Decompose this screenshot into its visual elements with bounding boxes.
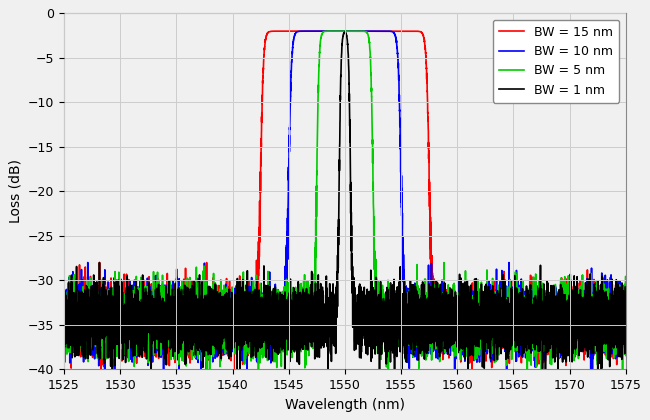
BW = 1 nm: [60, 328, 68, 333]
Line: BW = 1 nm: BW = 1 nm: [64, 32, 626, 369]
Legend: BW = 15 nm, BW = 10 nm, BW = 5 nm, BW = 1 nm: BW = 15 nm, BW = 10 nm, BW = 5 nm, BW = …: [493, 20, 619, 103]
BW = 5 nm: [206, 367, 214, 372]
BW = 10 nm: [506, 306, 514, 311]
BW = 5 nm: [506, 318, 514, 323]
BW = 1 nm: [506, 321, 514, 326]
BW = 10 nm: [60, 347, 68, 352]
BW = 10 nm: [622, 307, 630, 312]
BW = 1 nm: [393, 310, 400, 315]
BW = 10 nm: [393, 38, 400, 43]
BW = 15 nm: [417, 29, 425, 34]
BW = 15 nm: [476, 318, 484, 323]
BW = 10 nm: [263, 339, 271, 344]
BW = 15 nm: [506, 309, 514, 314]
BW = 1 nm: [88, 320, 96, 325]
BW = 10 nm: [88, 307, 96, 312]
BW = 1 nm: [109, 367, 116, 372]
BW = 5 nm: [476, 340, 484, 345]
BW = 15 nm: [263, 31, 271, 36]
Line: BW = 10 nm: BW = 10 nm: [64, 31, 626, 369]
Line: BW = 5 nm: BW = 5 nm: [64, 31, 626, 369]
BW = 5 nm: [263, 328, 271, 333]
BW = 10 nm: [101, 367, 109, 372]
BW = 1 nm: [622, 307, 630, 312]
BW = 5 nm: [88, 335, 96, 340]
Y-axis label: Loss (dB): Loss (dB): [8, 159, 22, 223]
BW = 10 nm: [476, 329, 484, 334]
BW = 1 nm: [476, 289, 484, 294]
BW = 15 nm: [393, 29, 400, 34]
BW = 15 nm: [98, 367, 105, 372]
BW = 1 nm: [341, 30, 348, 35]
BW = 5 nm: [622, 353, 630, 358]
Line: BW = 15 nm: BW = 15 nm: [64, 31, 626, 369]
BW = 10 nm: [417, 321, 425, 326]
BW = 15 nm: [60, 346, 68, 351]
BW = 15 nm: [88, 318, 96, 323]
BW = 5 nm: [341, 29, 349, 34]
BW = 5 nm: [417, 338, 425, 343]
BW = 15 nm: [622, 312, 630, 318]
BW = 5 nm: [60, 321, 68, 326]
BW = 15 nm: [308, 29, 316, 34]
BW = 5 nm: [393, 329, 400, 334]
BW = 1 nm: [417, 308, 425, 313]
BW = 1 nm: [263, 284, 271, 289]
X-axis label: Wavelength (nm): Wavelength (nm): [285, 398, 405, 412]
BW = 10 nm: [337, 29, 344, 34]
